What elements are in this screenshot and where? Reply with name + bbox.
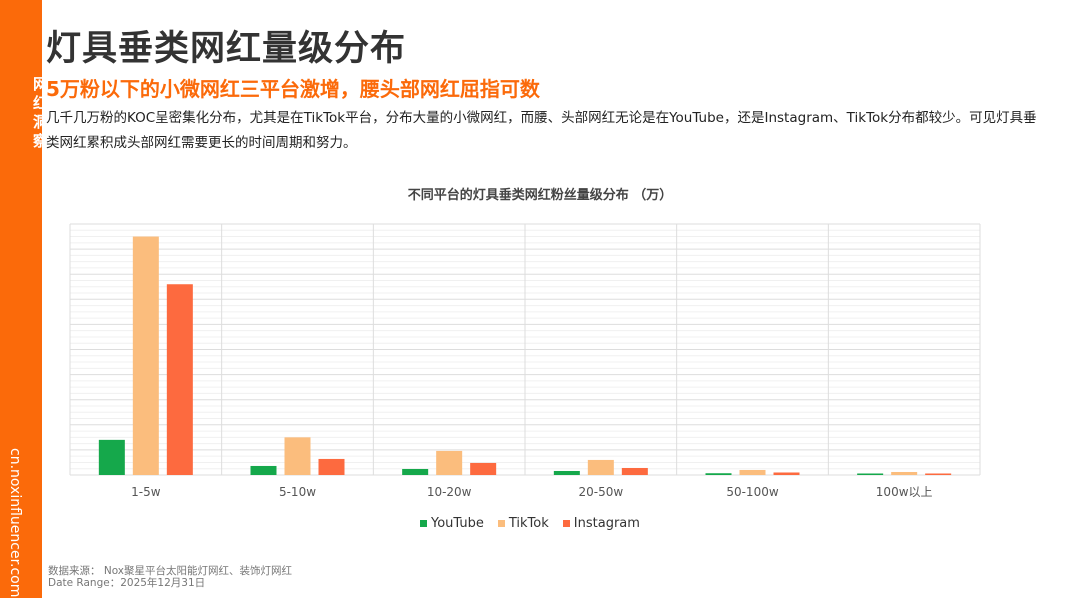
legend-instagram: Instagram <box>562 516 640 531</box>
bar-tiktok <box>587 459 614 475</box>
bar-youtube <box>553 470 580 475</box>
bar-youtube <box>857 473 884 475</box>
bar-youtube <box>98 439 125 475</box>
bar-tiktok <box>132 236 159 475</box>
legend-tiktok: TikTok <box>497 516 549 531</box>
x-tick-label: 5-10w <box>279 485 316 499</box>
legend-label: Instagram <box>573 516 640 531</box>
bar-youtube <box>250 465 277 475</box>
x-tick-label: 10-20w <box>427 485 472 499</box>
bar-tiktok <box>891 471 918 475</box>
legend-swatch <box>562 520 570 527</box>
site-url: cn.noxinfluencer.com <box>7 448 23 598</box>
chart-title: 不同平台的灯具垂类网红粉丝量级分布 （万） <box>407 188 673 203</box>
page-subtitle: 5万粉以下的小微网红三平台激增，腰头部网红屈指可数 <box>46 77 540 101</box>
bar-instagram <box>773 472 800 475</box>
bar-tiktok <box>436 450 463 475</box>
bar-instagram <box>925 473 952 475</box>
x-tick-label: 50-100w <box>726 485 779 499</box>
source-text: 数据来源： Nox聚星平台太阳能灯网红、装饰灯网红 <box>48 565 293 577</box>
sidebar: 网红洞察 cn.noxinfluencer.com <box>0 0 49 598</box>
bar-instagram <box>470 462 497 475</box>
data-source: 数据来源： Nox聚星平台太阳能灯网红、装饰灯网红 Date Range：202… <box>48 565 292 589</box>
description: 几千几万粉的KOC呈密集化分布，尤其是在TikTok平台，分布大量的小微网红，而… <box>46 110 1037 151</box>
bar-tiktok <box>284 437 311 475</box>
sidebar-title: 网红洞察 <box>31 76 49 152</box>
legend-label: TikTok <box>508 516 549 531</box>
bar-tiktok <box>739 469 766 475</box>
bar-instagram <box>621 467 648 475</box>
bar-youtube <box>705 473 732 475</box>
page-title: 灯具垂类网红量级分布 <box>46 29 407 69</box>
x-tick-label: 1-5w <box>131 485 161 499</box>
bar-instagram <box>318 458 345 475</box>
legend-label: YouTube <box>431 516 484 531</box>
date-range: Date Range：2025年12月31日 <box>48 577 206 589</box>
legend-youtube: YouTube <box>420 516 484 531</box>
bar-youtube <box>402 468 429 475</box>
x-tick-label: 20-50w <box>578 485 623 499</box>
bar-instagram <box>166 284 193 475</box>
legend: YouTube TikTok Instagram <box>420 516 640 531</box>
x-tick-label: 100w以上 <box>876 485 933 499</box>
legend-swatch <box>497 520 505 527</box>
legend-swatch <box>420 520 427 527</box>
